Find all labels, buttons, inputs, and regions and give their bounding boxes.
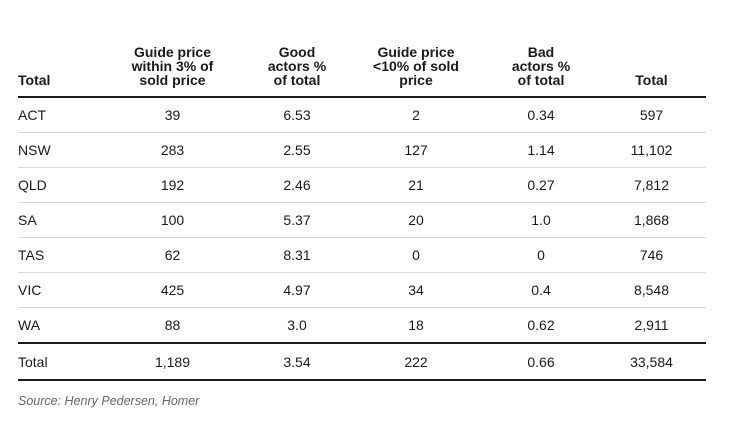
table-cell: 2 — [347, 97, 485, 133]
header-cell: Guide price <10% of sold price — [347, 30, 485, 98]
data-table: Total Guide price within 3% of sold price … — [18, 30, 706, 381]
table-cell: 192 — [98, 167, 247, 203]
table-cell: 0.4 — [485, 272, 597, 308]
table-row: TAS 62 8.31 0 0 746 — [18, 237, 706, 273]
totals-row: Total 1,189 3.54 222 0.66 33,584 — [18, 343, 706, 381]
row-label-cell: SA — [18, 202, 98, 238]
table-cell: 7,812 — [597, 167, 706, 203]
table-cell: 3.0 — [247, 307, 347, 344]
totals-cell: 33,584 — [597, 343, 706, 381]
table-cell: 597 — [597, 97, 706, 133]
table-cell: 34 — [347, 272, 485, 308]
row-label-cell: VIC — [18, 272, 98, 308]
table-cell: 2.55 — [247, 132, 347, 168]
table-row: VIC 425 4.97 34 0.4 8,548 — [18, 272, 706, 308]
table-row: NSW 283 2.55 127 1.14 11,102 — [18, 132, 706, 168]
totals-cell: 3.54 — [247, 343, 347, 381]
table-cell: 0.34 — [485, 97, 597, 133]
header-row: Total Guide price within 3% of sold price … — [18, 30, 706, 98]
table-cell: 425 — [98, 272, 247, 308]
header-cell: Good actors % of total — [247, 30, 347, 98]
header-cell: Total — [597, 30, 706, 98]
table-cell: 20 — [347, 202, 485, 238]
table-cell: 0.27 — [485, 167, 597, 203]
table-cell: 0 — [485, 237, 597, 273]
table-cell: 6.53 — [247, 97, 347, 133]
table-cell: 2,911 — [597, 307, 706, 344]
table-row: QLD 192 2.46 21 0.27 7,812 — [18, 167, 706, 203]
header-cell: Total — [18, 30, 98, 98]
totals-cell: 1,189 — [98, 343, 247, 381]
totals-cell: 0.66 — [485, 343, 597, 381]
header-cell: Bad actors % of total — [485, 30, 597, 98]
table-cell: 8.31 — [247, 237, 347, 273]
table-cell: 0 — [347, 237, 485, 273]
totals-cell: Total — [18, 343, 98, 381]
table-cell: 1,868 — [597, 202, 706, 238]
table-cell: 127 — [347, 132, 485, 168]
table-cell: 5.37 — [247, 202, 347, 238]
table-cell: 4.97 — [247, 272, 347, 308]
row-label-cell: TAS — [18, 237, 98, 273]
source-note: Source: Henry Pedersen, Homer — [18, 394, 200, 408]
table-cell: 8,548 — [597, 272, 706, 308]
table-cell: 88 — [98, 307, 247, 344]
table-cell: 18 — [347, 307, 485, 344]
table-row: SA 100 5.37 20 1.0 1,868 — [18, 202, 706, 238]
table-cell: 746 — [597, 237, 706, 273]
totals-cell: 222 — [347, 343, 485, 381]
row-label-cell: NSW — [18, 132, 98, 168]
table-cell: 39 — [98, 97, 247, 133]
data-table-container: Total Guide price within 3% of sold price … — [18, 30, 706, 381]
table-cell: 100 — [98, 202, 247, 238]
table-cell: 1.14 — [485, 132, 597, 168]
table-cell: 62 — [98, 237, 247, 273]
table-cell: 2.46 — [247, 167, 347, 203]
table-cell: 21 — [347, 167, 485, 203]
table-row: WA 88 3.0 18 0.62 2,911 — [18, 307, 706, 344]
table-cell: 11,102 — [597, 132, 706, 168]
table-cell: 1.0 — [485, 202, 597, 238]
row-label-cell: ACT — [18, 97, 98, 133]
header-cell: Guide price within 3% of sold price — [98, 30, 247, 98]
table-row: ACT 39 6.53 2 0.34 597 — [18, 97, 706, 133]
row-label-cell: WA — [18, 307, 98, 344]
table-cell: 283 — [98, 132, 247, 168]
table-cell: 0.62 — [485, 307, 597, 344]
row-label-cell: QLD — [18, 167, 98, 203]
